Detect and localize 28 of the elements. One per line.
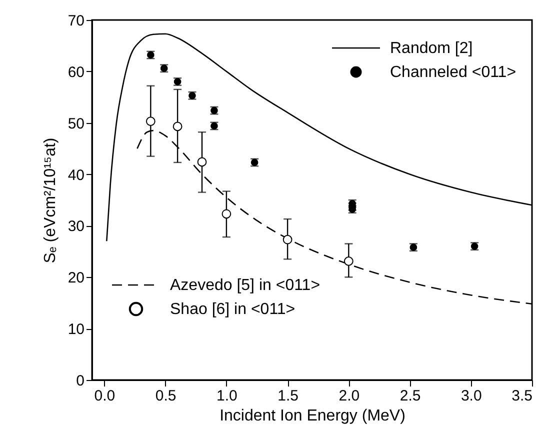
point: [282, 234, 292, 244]
x-tick-label: 2.0: [338, 388, 360, 404]
y-tick-label: 30: [68, 218, 84, 236]
point: [222, 209, 232, 219]
point: [146, 116, 156, 126]
y-axis-title: Sₑ (eVcm²/10¹⁵at): [42, 138, 59, 264]
y-tick-label: 60: [68, 64, 84, 81]
y-tick-label: 40: [68, 166, 84, 184]
y-tick-label: 10: [68, 321, 84, 338]
x-tick-label: 3.5: [512, 388, 532, 404]
y-tick-label: 70: [68, 12, 84, 30]
point: [344, 256, 354, 266]
y-tick-label: 20: [68, 270, 84, 287]
legend-label: Azevedo [5] in <011>: [170, 277, 320, 294]
x-tick-label: 1.5: [278, 388, 298, 404]
point: [172, 122, 182, 132]
x-tick-label: 3.0: [460, 388, 482, 404]
legend-label: Shao [6] in <011>: [170, 301, 296, 318]
x-tick-label: 2.5: [400, 388, 421, 404]
legend-label: Channeled <011>: [390, 64, 516, 81]
x-axis-title: Incident Ion Energy (MeV): [220, 408, 406, 424]
x-tick-label: 0.5: [155, 388, 176, 404]
y-tick-label: 0: [76, 372, 84, 390]
x-tick-label: 1.0: [216, 388, 238, 404]
legend-label: Random [2]: [390, 40, 473, 57]
point: [197, 157, 207, 167]
x-tick-label: 0.0: [94, 388, 116, 404]
y-tick-label: 50: [68, 115, 84, 132]
